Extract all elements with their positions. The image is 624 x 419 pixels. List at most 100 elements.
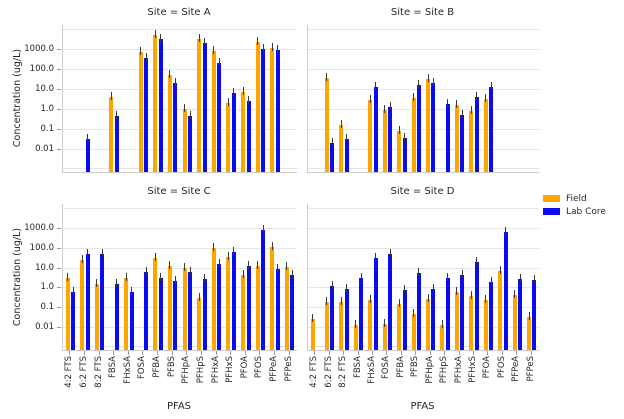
gridline-1e0 (63, 287, 297, 289)
y-tick-label: 1000.0 (24, 223, 54, 234)
error-bar (427, 74, 429, 83)
bar-site-c-pfos-lab-core (261, 229, 266, 350)
x-tick-mark (516, 351, 518, 355)
bar-site-d-fbsa-field (353, 325, 358, 350)
bar-site-d-pfhxs-lab-core (474, 261, 479, 350)
error-bar (461, 109, 463, 118)
legend-entry-field: Field (543, 192, 606, 205)
error-bar (427, 294, 429, 303)
error-bar (169, 260, 171, 269)
bar-site-c-pfhxa-lab-core (217, 264, 222, 350)
facet-title-site-b: Site = Site B (390, 7, 455, 18)
bar-site-b-pfba-field (397, 130, 402, 172)
x-tick-label-pfbs: PFBS (166, 356, 177, 378)
error-bar (213, 45, 215, 54)
bar-site-d-6-2-fts-field (324, 301, 329, 350)
bar-site-b-pfhps-lab-core (445, 104, 450, 172)
error-bar (447, 272, 449, 281)
gridline-1e-2 (308, 326, 539, 328)
x-tick-mark (157, 351, 159, 355)
bar-site-c-pfba-field (153, 258, 158, 350)
x-tick-label-pfpes: PFPeS (283, 356, 294, 382)
bar-site-b-pfoa-field (483, 98, 488, 172)
y-tick-mark (57, 88, 61, 90)
bar-site-b-pfhxs-field (469, 110, 474, 172)
error-bar (174, 276, 176, 285)
x-tick-label-pfos: PFOS (254, 356, 265, 379)
x-tick-mark (171, 351, 173, 355)
gridline-1e-2 (63, 326, 297, 328)
error-bar (160, 34, 162, 43)
y-tick-mark (57, 306, 61, 308)
x-tick-mark (314, 351, 316, 355)
error-bar (340, 296, 342, 305)
error-bar (169, 69, 171, 78)
bar-site-a-pfhxs-field (226, 102, 231, 172)
y-tick-label: 0.01 (35, 321, 54, 332)
gridline-1e-1 (308, 128, 539, 130)
error-bar (375, 82, 377, 91)
y-tick-mark (57, 287, 61, 289)
error-bar (154, 30, 156, 39)
bar-site-b-pfhxa-field (454, 105, 459, 172)
gridline-1e3 (308, 228, 539, 230)
error-bar (456, 287, 458, 296)
error-bar (418, 268, 420, 277)
error-bar (398, 125, 400, 134)
error-bar (499, 265, 501, 274)
bar-site-d-fosa-lab-core (388, 253, 393, 350)
bar-site-c-pfoa-lab-core (246, 265, 251, 350)
x-tick-label-fhxsa: FHxSA (122, 356, 133, 384)
bar-site-d-fbsa-lab-core (359, 277, 364, 350)
x-tick-label-fosa: FOSA (381, 356, 392, 379)
field-swatch-icon (543, 195, 560, 202)
x-tick-mark (357, 351, 359, 355)
bar-site-b-fhxsa-lab-core (373, 87, 378, 172)
bar-site-a-fbsa-lab-core (114, 115, 119, 172)
gridline-1e-3 (308, 346, 539, 348)
bar-site-d-pfhpa-lab-core (431, 288, 436, 350)
x-tick-mark (429, 351, 431, 355)
bar-site-a-pfos-field (255, 42, 260, 172)
x-tick-mark (200, 351, 202, 355)
bar-site-c-fbsa-lab-core (114, 283, 119, 350)
error-bar (346, 283, 348, 292)
x-tick-label-pfhxs: PFHxS (225, 356, 236, 383)
error-bar (404, 285, 406, 294)
error-bar (331, 137, 333, 146)
error-bar (470, 291, 472, 300)
y-tick-mark (57, 267, 61, 269)
bar-site-d-4-2-fts-field (310, 318, 315, 350)
x-tick-label-fhxsa: FHxSA (366, 356, 377, 384)
bar-site-c-fosa-lab-core (144, 271, 149, 350)
error-bar (233, 88, 235, 97)
error-bar (519, 274, 521, 283)
x-tick-label-pfoa: PFOA (239, 356, 250, 379)
facet-title-site-a: Site = Site A (147, 7, 211, 18)
y-tick-label: 1.0 (40, 282, 54, 293)
bar-site-a-pfhps-field (197, 39, 202, 172)
error-bar (447, 99, 449, 108)
bar-site-c-pfhps-lab-core (202, 279, 207, 350)
y-tick-label: 10.0 (35, 83, 54, 94)
error-bar (355, 320, 357, 329)
y-tick-mark (57, 49, 61, 51)
x-tick-mark (415, 351, 417, 355)
error-bar (271, 241, 273, 250)
error-bar (204, 274, 206, 283)
bar-site-c-pfhxa-field (211, 247, 216, 350)
gridline-1e4 (308, 208, 539, 210)
gridline-1e0 (308, 108, 539, 110)
x-tick-label-pfpea: PFPeA (269, 356, 280, 382)
error-bar (248, 260, 249, 269)
x-tick-label-6-2-fts: 6:2 FTS (78, 356, 89, 388)
error-bar (384, 319, 386, 328)
error-bar (340, 120, 342, 129)
y-tick-mark (57, 128, 61, 130)
gridline-1e2 (308, 69, 539, 71)
x-tick-mark (230, 351, 232, 355)
error-bar (369, 295, 371, 304)
gridline-1e2 (63, 247, 297, 249)
error-bar (184, 103, 186, 112)
x-tick-label-pfoa: PFOA (482, 356, 493, 379)
